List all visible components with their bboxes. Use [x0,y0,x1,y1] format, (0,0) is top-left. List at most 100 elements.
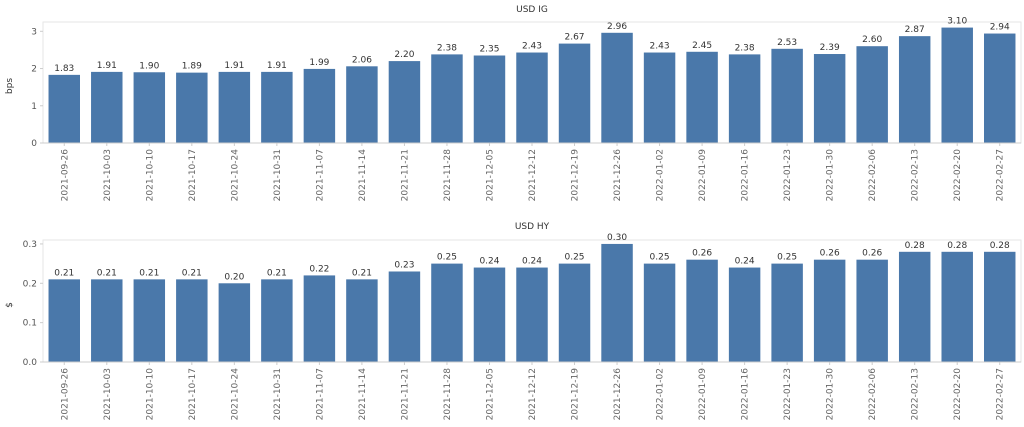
bar[interactable] [856,259,888,362]
bar[interactable] [176,279,208,362]
bar[interactable] [558,43,591,144]
x-tick-label: 2021-10-24 [230,368,240,421]
bar[interactable] [601,32,633,144]
bar[interactable] [813,259,846,362]
bar[interactable] [558,263,591,362]
data-label: 1.91 [97,61,117,71]
y-tick-label: 3 [31,27,37,37]
bar[interactable] [473,55,506,143]
data-label: 2.94 [990,23,1010,33]
x-tick-label: 2021-10-31 [273,368,283,420]
y-tick-label: 1 [31,102,37,112]
x-tick-label: 2021-11-21 [400,149,410,201]
x-tick-label: 2022-01-23 [783,368,793,420]
bar[interactable] [303,68,336,143]
data-label: 0.30 [607,233,627,243]
bar[interactable] [984,33,1016,144]
x-tick-label: 2022-01-23 [783,149,793,201]
bar[interactable] [516,267,548,362]
bar[interactable] [218,71,251,143]
x-tick-label: 2021-11-14 [358,368,368,421]
bar[interactable] [898,251,931,362]
data-label: 1.91 [224,61,244,71]
x-tick-label: 2021-12-19 [571,149,581,202]
data-label: 1.99 [309,58,329,68]
x-tick-label: 2022-02-20 [953,368,963,421]
chart-title: USD HY [515,222,550,232]
bar[interactable] [133,72,166,143]
data-label: 2.39 [820,43,840,53]
bar[interactable] [941,27,973,143]
x-tick-label: 2021-12-05 [485,149,495,201]
bar[interactable] [176,72,208,143]
y-tick-label: 2 [31,65,37,75]
bar[interactable] [261,279,293,362]
y-tick-label: 0.2 [23,279,37,289]
bar[interactable] [48,279,80,362]
bar[interactable] [388,61,421,143]
data-label: 0.21 [54,268,74,278]
bar[interactable] [431,54,463,143]
data-label: 0.25 [650,253,670,263]
bar[interactable] [728,54,761,143]
x-tick-label: 2021-10-10 [145,149,155,202]
bar[interactable] [898,36,931,144]
x-tick-label: 2021-11-07 [315,368,325,420]
data-label: 2.20 [394,50,414,60]
x-tick-label: 2021-12-26 [613,149,623,202]
bar[interactable] [686,259,718,362]
data-label: 1.83 [54,64,74,74]
x-tick-label: 2021-10-17 [188,368,198,420]
bar[interactable] [856,46,888,144]
x-tick-label: 2021-09-26 [60,149,70,202]
bar[interactable] [941,251,973,362]
x-tick-label: 2021-10-24 [230,149,240,202]
data-label: 2.43 [650,42,670,52]
bar[interactable] [261,71,293,143]
data-label: 2.67 [564,33,584,43]
chart-title: USD IG [516,5,548,15]
bar[interactable] [91,71,123,143]
x-tick-label: 2022-02-27 [996,149,1006,201]
x-tick-label: 2022-02-13 [911,368,921,420]
data-label: 0.24 [735,257,755,267]
data-label: 0.21 [182,268,202,278]
bar[interactable] [91,279,123,362]
bar[interactable] [473,267,506,362]
bar[interactable] [516,52,548,143]
data-label: 2.43 [522,42,542,52]
bar[interactable] [813,54,846,143]
x-tick-label: 2021-11-14 [358,149,368,202]
bar[interactable] [686,51,718,143]
bar[interactable] [346,66,378,143]
data-label: 2.35 [479,45,499,55]
x-tick-label: 2021-10-03 [103,368,113,420]
x-tick-label: 2021-10-31 [273,149,283,201]
bar[interactable] [303,275,336,362]
x-tick-label: 2021-11-07 [315,149,325,201]
x-tick-label: 2021-10-17 [188,149,198,201]
bar[interactable] [643,263,676,362]
bar[interactable] [984,251,1016,362]
y-axis-label: bps [5,78,15,94]
bar[interactable] [601,243,633,362]
bar[interactable] [431,263,463,362]
bar[interactable] [728,267,761,362]
bar[interactable] [48,74,80,143]
data-label: 1.90 [139,61,159,71]
bar[interactable] [346,279,378,362]
y-tick-label: 0 [31,139,37,149]
bar[interactable] [388,271,421,362]
bar[interactable] [218,283,251,362]
data-label: 1.89 [182,62,202,72]
data-label: 2.38 [437,43,457,53]
bar[interactable] [643,52,676,143]
x-tick-label: 2021-11-28 [443,368,453,421]
bar[interactable] [771,263,803,362]
bar[interactable] [133,279,166,362]
data-label: 2.45 [692,41,712,51]
bar[interactable] [771,48,803,143]
data-label: 2.53 [777,38,797,48]
x-tick-label: 2022-01-02 [656,149,666,201]
